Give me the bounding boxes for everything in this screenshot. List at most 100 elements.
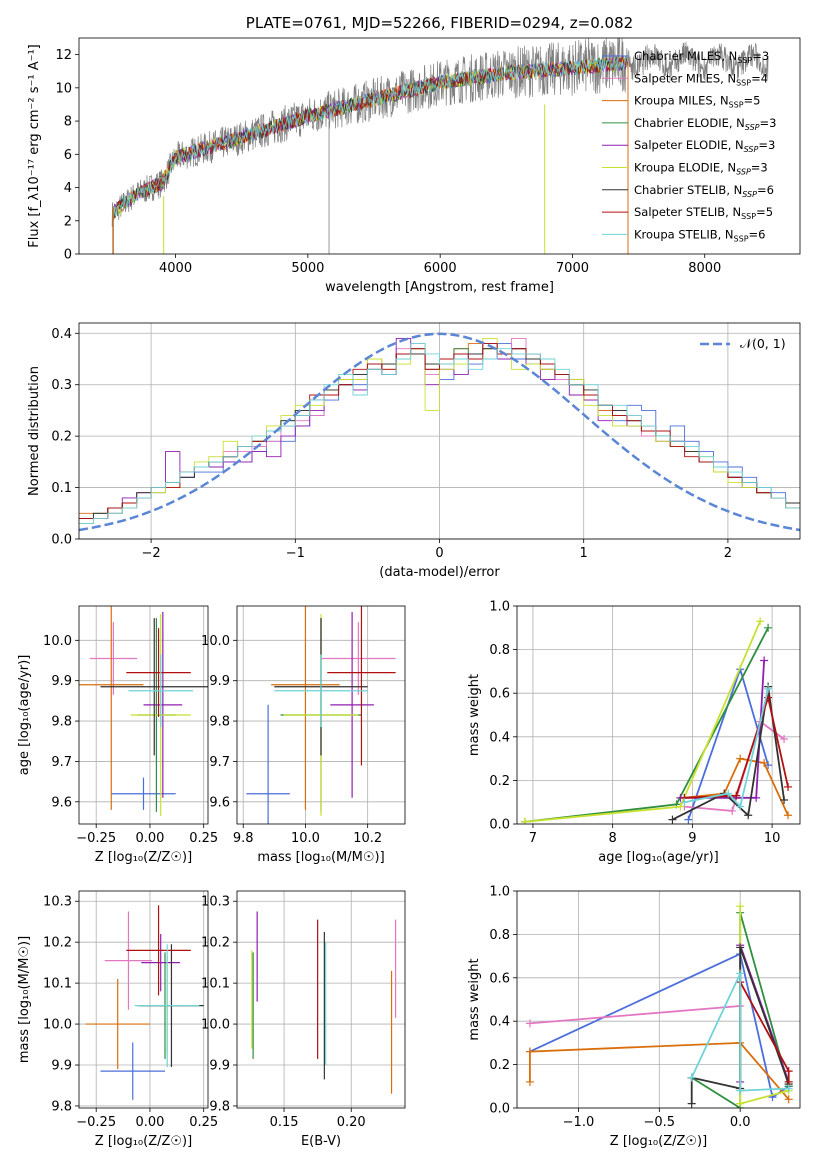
axes-frame [78, 322, 801, 540]
x-tick-label: 0.25 [189, 831, 218, 846]
plot-area [111, 38, 769, 254]
x-tick-label: −0.25 [76, 1115, 116, 1130]
x-tick-label: −1 [286, 546, 305, 561]
x-tick-label: −0.5 [644, 1115, 676, 1130]
legend-label: Kroupa MILES, NSSP=5 [634, 94, 760, 110]
y-tick-label: 9.8 [51, 715, 72, 730]
x-tick-label: 0.20 [337, 1115, 366, 1130]
x-tick-label: −1.0 [563, 1115, 595, 1130]
x-tick-label: 6000 [424, 261, 457, 276]
y-tick-label: 10.3 [43, 895, 72, 910]
x-tick-label: 9.8 [233, 831, 254, 846]
legend-label: 𝒩(0, 1) [740, 336, 786, 351]
weight-marker [780, 734, 789, 743]
weight-marker [784, 1067, 793, 1076]
y-tick-label: 9.6 [51, 795, 72, 810]
y-tick-label: 10.2 [201, 936, 230, 951]
x-tick-label: −2 [142, 546, 161, 561]
weight-marker [684, 815, 693, 824]
x-tick-label: 9 [688, 831, 696, 846]
weight-marker [687, 1099, 696, 1108]
panel-6: −0.25 0.00 0.25 9.8 9.9 10.0 10.1 10.2 10.3 Z [lo… [17, 890, 218, 1149]
axes-frame [236, 605, 406, 825]
y-tick-label: 0.4 [489, 1015, 510, 1030]
x-axis-label: Z [log₁₀(Z/Z☉)] [610, 1134, 707, 1149]
y-tick-label: 0.2 [489, 1058, 510, 1073]
plot-area [79, 332, 800, 532]
panel-1: 4000 5000 6000 7000 8000 0 2 4 6 8 10 12 wavelength … [27, 14, 801, 295]
weight-marker [525, 1019, 534, 1028]
weight-marker [680, 798, 689, 807]
x-tick-label: 0.0 [730, 1115, 751, 1130]
panel-5: 7 8 9 10 0.0 0.2 0.4 0.6 0.8 1.0 age [log₁₀(age/yr… [467, 600, 801, 865]
x-tick-label: 2 [724, 546, 732, 561]
plot-area [79, 606, 208, 816]
weight-marker [736, 902, 745, 911]
weight-marker [784, 782, 793, 791]
weight-marker [724, 789, 733, 798]
weight-marker [756, 617, 765, 626]
y-tick-label: 0.8 [489, 643, 510, 658]
y-tick-label: 10.1 [201, 977, 230, 992]
weight-marker [784, 1084, 793, 1093]
panel-8: −1.0 −0.5 0.0 0.0 0.2 0.4 0.6 0.8 1.0 Z [log₁₀(Z/… [467, 885, 801, 1149]
y-tick-label: 8 [64, 115, 72, 130]
y-axis-label: mass weight [467, 674, 482, 756]
normal-curve [79, 332, 800, 532]
panel-7: 0.15 0.20 9.8 9.9 10.0 10.1 10.2 10.3 E(B-V) [201, 890, 406, 1149]
legend-label: Salpeter MILES, NSSP=4 [634, 71, 768, 87]
y-tick-label: 0.4 [51, 327, 72, 342]
weight-marker [760, 656, 769, 665]
weight-marker [760, 758, 769, 767]
x-axis-label: (data-model)/error [379, 565, 500, 580]
y-tick-label: 4 [64, 181, 72, 196]
y-tick-label: 0 [64, 248, 72, 263]
weight-marker [752, 793, 761, 802]
legend-label: Salpeter ELODIE, NSSP=3 [634, 138, 775, 154]
y-tick-label: 0.0 [489, 1102, 510, 1117]
weight-marker [784, 1095, 793, 1104]
weight-marker [687, 1073, 696, 1082]
y-tick-label: 0.1 [51, 481, 72, 496]
weight-marker [780, 796, 789, 805]
y-tick-label: 12 [55, 48, 72, 63]
x-tick-label: 0.15 [270, 1115, 299, 1130]
y-tick-label: 1.0 [489, 600, 510, 615]
axes-frame [78, 890, 209, 1109]
weight-marker [676, 802, 685, 811]
weight-marker [736, 1086, 745, 1095]
y-tick-label: 10.1 [43, 977, 72, 992]
y-tick-label: 10.0 [201, 1018, 230, 1033]
panel-3: −0.25 0.00 0.25 9.6 9.7 9.8 9.9 10.0 Z [log₁₀(Z/… [17, 605, 218, 865]
plot-area [520, 617, 793, 824]
weight-marker [728, 806, 737, 815]
x-axis-label: Z [log₁₀(Z/Z☉)] [95, 850, 192, 865]
weight-marker [764, 684, 773, 693]
x-tick-label: 1 [580, 546, 588, 561]
y-tick-label: 1.0 [489, 885, 510, 900]
y-tick-label: 9.6 [209, 795, 230, 810]
weight-line [529, 1041, 790, 1100]
y-tick-label: 9.9 [51, 1059, 72, 1074]
y-tick-label: 0.0 [489, 818, 510, 833]
legend-label: Salpeter STELIB, NSSP=5 [634, 205, 773, 221]
y-axis-label: mass [log₁₀(M/M☉)] [17, 936, 32, 1063]
weight-marker [744, 811, 753, 820]
y-tick-label: 6 [64, 148, 72, 163]
y-tick-label: 10.0 [43, 1018, 72, 1033]
weight-marker [668, 815, 677, 824]
axes-frame [236, 890, 406, 1109]
axes-frame [516, 890, 801, 1109]
weight-line [690, 973, 789, 1092]
y-tick-label: 9.8 [209, 1099, 230, 1114]
y-tick-label: 0.2 [489, 774, 510, 789]
weight-marker [525, 1047, 534, 1056]
legend-label: Chabrier ELODIE, NSSP=3 [634, 116, 776, 132]
y-axis-label: age [log₁₀(age/yr)] [17, 655, 32, 776]
y-tick-label: 9.9 [51, 674, 72, 689]
y-axis-label: Flux [f_λ10⁻¹⁷ erg cm⁻² s⁻¹ A⁻¹] [27, 44, 42, 248]
weight-marker [764, 623, 773, 632]
y-tick-label: 0.3 [51, 378, 72, 393]
legend-label: Chabrier STELIB, NSSP=6 [634, 183, 774, 199]
